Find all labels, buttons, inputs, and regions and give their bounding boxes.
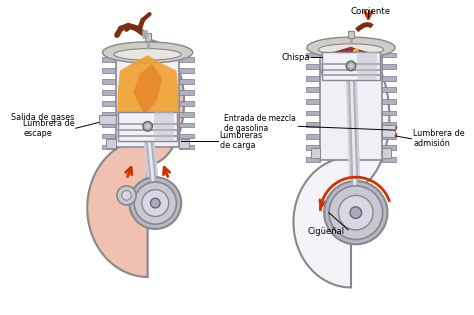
Text: Salida de gases: Salida de gases: [11, 113, 75, 122]
Bar: [101, 101, 116, 106]
Text: Lumbreras
de carga: Lumbreras de carga: [219, 131, 263, 151]
Bar: [306, 122, 320, 127]
Circle shape: [145, 124, 150, 129]
Bar: [306, 87, 320, 92]
Bar: [311, 148, 320, 158]
Bar: [320, 49, 382, 160]
Bar: [357, 52, 377, 80]
Circle shape: [134, 182, 176, 224]
Ellipse shape: [114, 49, 181, 60]
Circle shape: [338, 195, 373, 230]
Bar: [382, 53, 396, 57]
Text: Cigüeñal: Cigüeñal: [308, 227, 345, 236]
Polygon shape: [293, 45, 389, 288]
Bar: [382, 157, 396, 162]
Circle shape: [122, 191, 131, 200]
Ellipse shape: [319, 44, 383, 55]
Bar: [145, 33, 151, 41]
Bar: [179, 123, 194, 128]
Circle shape: [350, 207, 362, 218]
Polygon shape: [133, 64, 162, 112]
Bar: [179, 68, 194, 73]
Bar: [101, 123, 116, 128]
Text: Entrada de mezcla
de gasolina: Entrada de mezcla de gasolina: [225, 114, 296, 133]
Bar: [382, 134, 396, 139]
Bar: [382, 146, 396, 150]
Bar: [99, 115, 116, 124]
Bar: [382, 99, 396, 104]
Bar: [106, 139, 116, 148]
Bar: [179, 139, 189, 148]
Circle shape: [346, 61, 356, 71]
Bar: [101, 145, 116, 149]
Circle shape: [324, 181, 387, 244]
Circle shape: [143, 122, 153, 131]
Bar: [101, 68, 116, 73]
Bar: [179, 90, 194, 94]
Bar: [382, 125, 395, 137]
Circle shape: [329, 186, 383, 239]
Bar: [306, 64, 320, 69]
Circle shape: [151, 198, 160, 208]
Bar: [306, 146, 320, 150]
Circle shape: [348, 64, 354, 68]
Bar: [101, 90, 116, 94]
Bar: [179, 134, 194, 138]
Polygon shape: [321, 47, 381, 74]
Bar: [348, 32, 354, 38]
Bar: [306, 134, 320, 139]
Ellipse shape: [102, 42, 193, 63]
Bar: [179, 145, 194, 149]
Bar: [116, 54, 179, 147]
Circle shape: [117, 186, 136, 205]
Bar: [382, 76, 396, 81]
Bar: [118, 112, 177, 141]
Bar: [382, 111, 396, 115]
Text: Chispa: Chispa: [281, 53, 310, 62]
Bar: [306, 53, 320, 57]
Bar: [179, 112, 194, 117]
Bar: [382, 87, 396, 92]
Text: Lumbrera de
admisión: Lumbrera de admisión: [413, 129, 465, 148]
Bar: [306, 157, 320, 162]
Bar: [179, 101, 194, 106]
Bar: [306, 111, 320, 115]
Bar: [179, 79, 194, 84]
Bar: [382, 64, 396, 69]
Bar: [382, 122, 396, 127]
Bar: [306, 76, 320, 81]
Bar: [101, 112, 116, 117]
Ellipse shape: [307, 37, 395, 58]
Bar: [322, 52, 380, 80]
Text: Lumbrera de
escape: Lumbrera de escape: [23, 118, 75, 138]
Circle shape: [142, 190, 169, 216]
Bar: [179, 57, 194, 62]
Circle shape: [129, 177, 181, 229]
Circle shape: [353, 49, 359, 54]
Bar: [154, 112, 174, 141]
Bar: [306, 99, 320, 104]
Polygon shape: [87, 40, 184, 277]
Bar: [101, 79, 116, 84]
Text: Corriente: Corriente: [350, 7, 390, 16]
Polygon shape: [117, 55, 178, 117]
Bar: [101, 134, 116, 138]
Bar: [382, 148, 391, 158]
Bar: [101, 57, 116, 62]
